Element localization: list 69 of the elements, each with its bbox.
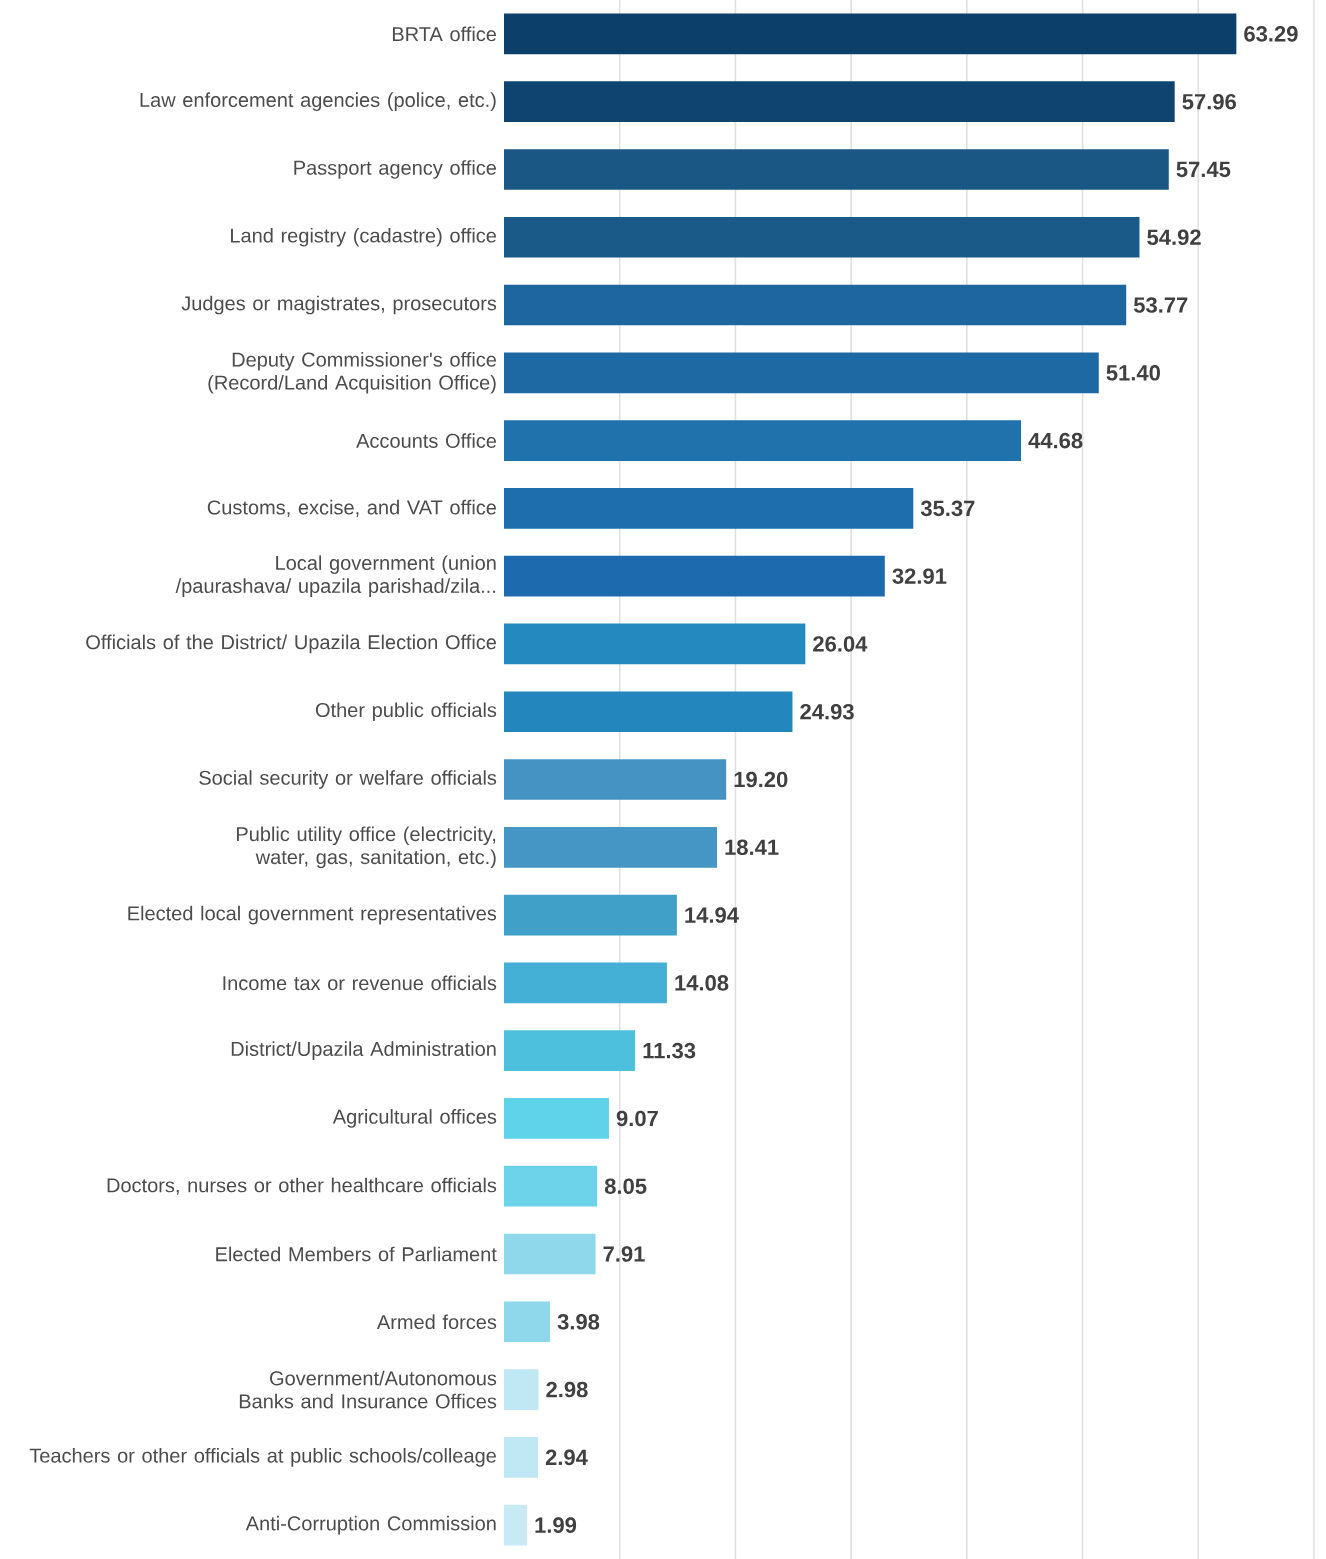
bar bbox=[504, 420, 1022, 461]
y-tick-label: Armed forces bbox=[376, 1314, 497, 1330]
y-tick-label: Law enforcement agencies (police, etc.) bbox=[140, 92, 496, 111]
bar bbox=[504, 1301, 551, 1343]
bar bbox=[504, 81, 1175, 123]
y-tick-label: Public utility office (electricity, water, gas, sanitation, etc.) bbox=[237, 826, 496, 869]
bar bbox=[504, 488, 914, 529]
data-label: 57.96 bbox=[1182, 93, 1236, 110]
data-label: 3.98 bbox=[557, 1313, 600, 1330]
data-label: 9.07 bbox=[616, 1110, 658, 1127]
data-label: 2.94 bbox=[545, 1449, 588, 1466]
y-tick-label: Judges or magistrates, prosecutors bbox=[181, 295, 497, 315]
bar bbox=[504, 13, 1237, 55]
y-tick-label: Agricultural offices bbox=[332, 1109, 497, 1128]
bar bbox=[504, 1369, 539, 1410]
data-label: 57.45 bbox=[1176, 161, 1231, 178]
y-tick-label: District/Upazila Administration bbox=[231, 1041, 496, 1060]
y-tick-label: Doctors, nurses or other healthcare officials bbox=[107, 1177, 497, 1195]
data-label: 51.40 bbox=[1106, 365, 1160, 381]
data-label: 14.94 bbox=[685, 907, 739, 923]
bar bbox=[504, 962, 667, 1004]
bar bbox=[504, 894, 677, 936]
data-label: 19.20 bbox=[734, 771, 788, 788]
y-tick-label: Local government (union /paurashava/ upazila parishad/zila... bbox=[175, 555, 496, 597]
bar bbox=[504, 284, 1127, 326]
data-label: 24.93 bbox=[800, 703, 854, 720]
bar bbox=[504, 352, 1099, 394]
bar bbox=[504, 216, 1140, 258]
y-tick-label: Other public officials bbox=[315, 702, 497, 722]
data-label: 14.08 bbox=[675, 975, 729, 991]
y-tick-label: Government/Autonomous Banks and Insurance Offices bbox=[239, 1370, 497, 1409]
data-label: 8.05 bbox=[604, 1178, 647, 1194]
data-label: 7.91 bbox=[603, 1246, 645, 1262]
y-tick-label: Customs, excise, and VAT office bbox=[207, 499, 497, 517]
y-tick-label: Teachers or other officials at public schools/colleage bbox=[29, 1448, 496, 1467]
data-label: 26.04 bbox=[813, 636, 868, 652]
data-label: 18.41 bbox=[725, 839, 779, 856]
data-label: 32.91 bbox=[892, 568, 947, 584]
y-tick-label: Elected local government representatives bbox=[128, 905, 497, 925]
y-tick-label: Anti-Corruption Commission bbox=[245, 1515, 496, 1535]
y-tick-label: Accounts Office bbox=[356, 433, 497, 448]
bar bbox=[504, 1437, 539, 1478]
y-tick-label: Elected Members of Parliament bbox=[216, 1246, 497, 1262]
data-label: 44.68 bbox=[1028, 432, 1083, 449]
bar bbox=[504, 149, 1169, 190]
bar bbox=[504, 1030, 636, 1071]
bar bbox=[504, 1233, 596, 1275]
bar bbox=[504, 555, 885, 597]
bar bbox=[504, 1165, 598, 1207]
y-tick-label: Social security or welfare officials bbox=[199, 770, 497, 789]
y-tick-label: BRTA office bbox=[392, 26, 497, 42]
y-tick-label: Officials of the District/ Upazila Election Office bbox=[86, 634, 496, 654]
y-tick-label: Deputy Commissioner's office (Record/Land Acquisition Office) bbox=[208, 351, 497, 394]
y-tick-label: Passport agency office bbox=[294, 160, 497, 179]
y-tick-label: Income tax or revenue officials bbox=[223, 975, 497, 991]
data-label: 2.98 bbox=[546, 1381, 588, 1398]
data-label: 1.99 bbox=[535, 1517, 577, 1533]
data-label: 63.29 bbox=[1244, 26, 1298, 42]
data-label: 11.33 bbox=[643, 1042, 696, 1059]
data-label: 35.37 bbox=[920, 500, 975, 517]
bar bbox=[504, 691, 793, 733]
bar bbox=[504, 826, 718, 868]
data-label: 53.77 bbox=[1133, 297, 1188, 313]
bar bbox=[504, 1098, 609, 1139]
bar bbox=[504, 1504, 528, 1546]
y-tick-label: Land registry (cadastre) office bbox=[231, 227, 496, 247]
data-label: 54.92 bbox=[1147, 229, 1201, 246]
bar bbox=[504, 623, 806, 665]
bar bbox=[504, 759, 727, 800]
